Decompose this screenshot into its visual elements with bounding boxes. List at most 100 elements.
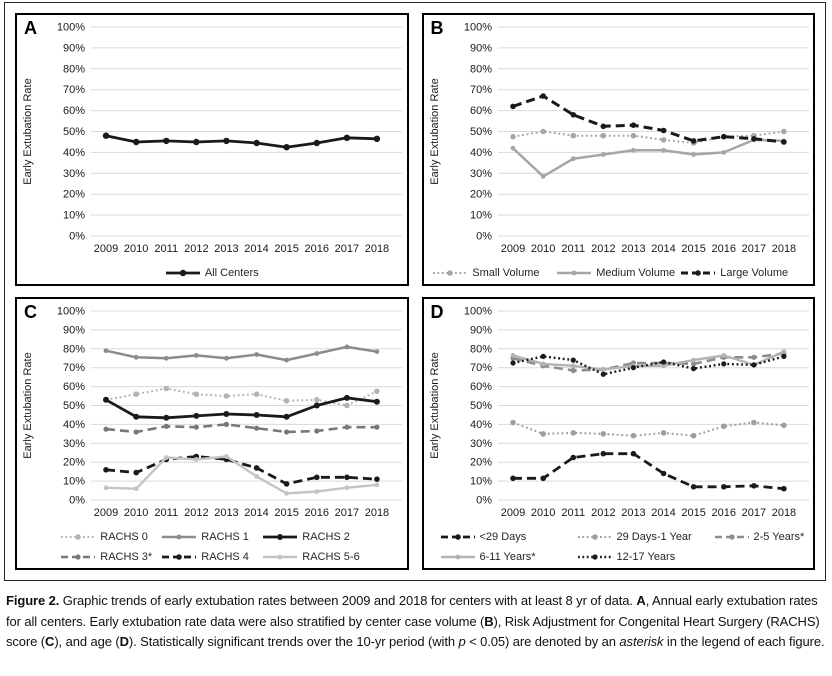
legend-label: 2-5 Years* [753, 531, 805, 543]
legend-swatch-line-icon [165, 269, 200, 277]
panel-c-letter: C [24, 302, 37, 322]
legend-item: Medium Volume [556, 267, 680, 279]
y-tick-label: 70% [469, 84, 491, 96]
y-tick-label: 70% [63, 84, 85, 96]
y-tick-label: 50% [469, 126, 491, 138]
y-tick-label: 100% [57, 22, 85, 34]
panel-b-chart: 0% 10% 20% 30% 40% 50% 60% 70% 80% 90% 100% 2009 201… [424, 15, 814, 262]
y-tick-label: 10% [63, 210, 85, 222]
y-tick-label: 0% [69, 495, 85, 507]
x-tick-label: 2014 [651, 243, 675, 255]
series-large-volume [509, 93, 787, 145]
caption-segment: p [458, 634, 466, 649]
legend-label: RACHS 0 [100, 531, 148, 543]
x-tick-label: 2010 [530, 243, 554, 255]
chart-svg-C: 0% 10% 20% 30% 40% 50% 60% 70% 80% 90% 100% 2009 201… [22, 306, 402, 519]
panel-a-legend: All Centers [17, 263, 407, 283]
legend-item: 6-11 Years* [440, 551, 577, 563]
panel-b: B 0% 10% 20% 30% 40% 50% 60% 70% 80% 90% 100% 2009 2… [421, 13, 815, 286]
x-tick-label: 2018 [771, 507, 795, 519]
caption-segment: Graphic trends of early extubation rates… [59, 593, 637, 608]
legend-label: 6-11 Years* [479, 551, 536, 563]
x-tick-label: 2009 [500, 507, 524, 519]
y-tick-label: 90% [63, 324, 85, 336]
chart-svg-A: 0% 10% 20% 30% 40% 50% 60% 70% 80% 90% 100% 2009 201… [22, 22, 402, 255]
caption-segment: in the legend of each figure. [663, 634, 825, 649]
x-tick-label: 2011 [561, 507, 585, 519]
x-tick-label: 2018 [771, 243, 795, 255]
panel-c-legend: RACHS 0 RACHS 1 RACHS 2 RACHS 3* RACHS 4 RACH… [17, 527, 407, 567]
y-tick-label: 20% [469, 189, 491, 201]
series-6-11-years- [510, 349, 786, 372]
legend-label: RACHS 5-6 [302, 551, 360, 563]
panel-a-letter: A [24, 18, 37, 38]
x-tick-label: 2018 [365, 507, 389, 519]
x-tick-label: 2016 [305, 243, 329, 255]
caption-segment: C [45, 634, 55, 649]
x-tick-label: 2016 [711, 507, 735, 519]
legend-label: <29 Days [479, 531, 527, 543]
x-tick-label: 2013 [214, 243, 238, 255]
panel-a-chart: 0% 10% 20% 30% 40% 50% 60% 70% 80% 90% 100% 2009 201… [17, 15, 407, 262]
panel-d-chart: 0% 10% 20% 30% 40% 50% 60% 70% 80% 90% 100% 2009 201… [424, 299, 814, 526]
x-tick-label: 2011 [154, 243, 178, 255]
series-rachs-1 [103, 344, 380, 363]
y-tick-label: 10% [469, 476, 491, 488]
x-tick-label: 2013 [214, 507, 238, 519]
legend-item: All Centers [165, 267, 259, 279]
caption-segment: B [484, 613, 494, 629]
series-rachs-0 [103, 385, 380, 409]
caption-segment: ). Statistically significant trends over… [128, 634, 459, 649]
series-all-centers [102, 132, 381, 151]
panel-b-letter: B [430, 18, 444, 38]
x-tick-label: 2017 [741, 507, 765, 519]
y-tick-label: 80% [63, 343, 85, 355]
legend-item: 2-5 Years* [714, 531, 814, 543]
legend-item: 29 Days-1 Year [577, 531, 714, 543]
legend-swatch-line-icon [681, 270, 716, 276]
x-tick-label: 2015 [681, 243, 705, 255]
x-tick-label: 2012 [591, 243, 615, 255]
caption-segment: asterisk [619, 634, 664, 649]
legend-label: Small Volume [472, 267, 540, 279]
panel-d-legend: <29 Days 29 Days-1 Year 2-5 Years* 6-11 Yea… [424, 527, 814, 567]
caption-segment: ), Risk Adjustment for Congenital Heart … [6, 613, 820, 650]
y-tick-label: 30% [63, 168, 85, 180]
y-tick-label: 100% [463, 306, 491, 318]
panel-c-chart: 0% 10% 20% 30% 40% 50% 60% 70% 80% 90% 100% 2009 201… [17, 299, 407, 526]
series-medium-volume [510, 137, 786, 179]
y-tick-label: 60% [469, 105, 491, 117]
y-axis-label: Early Extubation Rate [22, 78, 34, 184]
y-tick-label: 60% [63, 105, 85, 117]
legend-swatch-line-icon [714, 534, 749, 540]
y-tick-label: 40% [469, 419, 491, 431]
legend-item: RACHS 2 [262, 531, 363, 543]
caption-segment: , Annual early extubation rates for all … [6, 593, 818, 629]
series-rachs-4 [103, 453, 380, 487]
legend-swatch-line-icon [440, 534, 475, 540]
x-tick-label: 2018 [365, 243, 389, 255]
legend-label: RACHS 2 [302, 531, 350, 543]
legend-label: RACHS 3* [100, 551, 153, 563]
y-tick-label: 20% [63, 189, 85, 201]
figure-frame: A 0% 10% 20% 30% 40% 50% 60% 70% 80% 90% 100% 2009 2… [4, 2, 826, 581]
x-tick-label: 2011 [154, 507, 178, 519]
y-tick-label: 0% [476, 495, 492, 507]
series-12-17-years [509, 353, 786, 377]
y-tick-label: 100% [57, 306, 85, 318]
y-tick-label: 20% [63, 457, 85, 469]
panel-c: C 0% 10% 20% 30% 40% 50% 60% 70% 80% 90% 100% 2009 2… [15, 297, 409, 570]
x-tick-label: 2012 [184, 507, 208, 519]
legend-swatch-line-icon [162, 554, 197, 560]
y-axis-label: Early Extubation Rate [22, 352, 34, 458]
y-tick-label: 90% [469, 324, 491, 336]
series-rachs-2 [103, 394, 380, 421]
legend-item: Large Volume [680, 267, 804, 279]
panel-d: D 0% 10% 20% 30% 40% 50% 60% 70% 80% 90% 100% 2009 2… [421, 297, 815, 570]
series-rachs-3- [103, 421, 380, 435]
x-tick-label: 2014 [244, 243, 268, 255]
legend-row: 6-11 Years* 12-17 Years [424, 547, 814, 567]
legend-swatch-line-icon [263, 534, 298, 540]
y-tick-label: 90% [469, 42, 491, 54]
